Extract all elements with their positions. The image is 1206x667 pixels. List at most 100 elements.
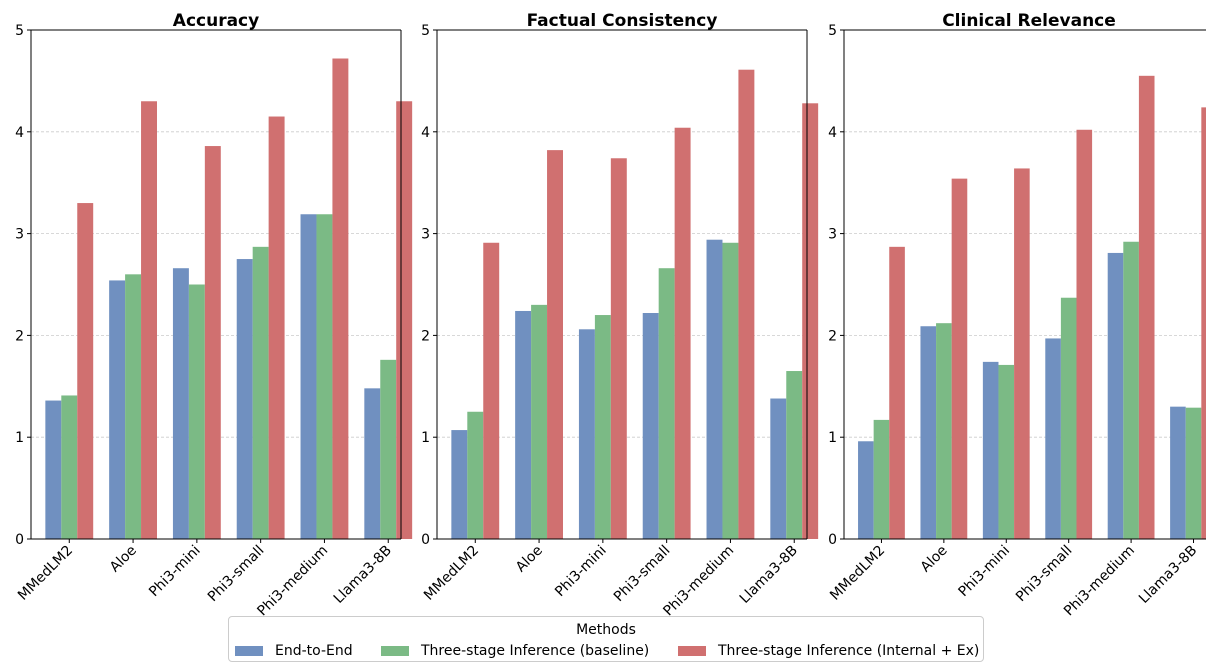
x-tick-label: Aloe: [513, 543, 546, 576]
y-tick-label: 5: [15, 23, 24, 39]
bar-internal-ex-3: [1076, 129, 1093, 539]
bar-internal-ex-1: [547, 150, 563, 539]
bar-internal-ex-0: [483, 242, 500, 539]
x-tick-label: Phi3-mini: [955, 543, 1013, 601]
bar-internal-ex-5: [396, 101, 413, 539]
bar-internal-ex-4: [1138, 75, 1155, 539]
bar-baseline-3: [252, 246, 269, 540]
x-tick-label: Aloe: [918, 543, 951, 576]
bar-end-to-end-1: [109, 280, 126, 539]
y-tick-label: 4: [421, 125, 430, 141]
x-tick-label: MMedLM2: [15, 543, 76, 604]
x-tick-label: Llama3-8B: [1136, 543, 1200, 607]
x-tick-label: Phi3-mini: [552, 543, 610, 601]
legend-label-internal-ex: Three-stage Inference (Internal + Ex): [718, 643, 980, 659]
bar-baseline-2: [188, 284, 205, 539]
y-tick-label: 1: [421, 430, 430, 446]
bar-internal-ex-0: [77, 203, 94, 539]
bar-baseline-2: [998, 364, 1015, 539]
x-tick-label: Phi3-mini: [146, 543, 204, 601]
x-tick-label: Phi3-small: [611, 543, 674, 606]
bar-end-to-end-1: [515, 310, 532, 539]
bar-internal-ex-3: [268, 116, 285, 539]
y-tick-label: 0: [421, 532, 430, 548]
y-tick-label: 4: [15, 125, 24, 141]
bar-end-to-end-2: [982, 361, 999, 539]
bar-baseline-1: [125, 274, 142, 539]
legend-label-baseline: Three-stage Inference (baseline): [421, 643, 650, 659]
bar-baseline-5: [380, 359, 397, 539]
y-tick-label: 5: [421, 23, 430, 39]
x-tick-label: Phi3-small: [205, 543, 268, 606]
bar-end-to-end-2: [172, 268, 189, 539]
bar-baseline-0: [467, 411, 484, 539]
y-tick-label: 2: [15, 328, 24, 344]
x-tick-label: Aloe: [107, 543, 140, 576]
y-tick-label: 3: [828, 227, 837, 243]
bar-internal-ex-4: [738, 69, 755, 540]
x-tick-label: Phi3-small: [1013, 543, 1076, 606]
y-tick-label: 0: [828, 532, 837, 548]
bar-end-to-end-2: [578, 329, 595, 539]
bar-internal-ex-1: [141, 101, 157, 539]
bar-end-to-end-0: [858, 441, 874, 539]
bar-baseline-3: [1060, 297, 1077, 539]
y-tick-label: 3: [15, 227, 24, 243]
bar-end-to-end-5: [770, 398, 787, 539]
chart-title: Clinical Relevance: [942, 11, 1116, 31]
legend-item-baseline: Three-stage Inference (baseline): [381, 643, 649, 659]
bar-baseline-4: [1123, 241, 1139, 539]
legend-label-end-to-end: End-to-End: [275, 643, 353, 659]
bar-end-to-end-4: [300, 214, 317, 539]
bar-internal-ex-3: [674, 127, 691, 539]
bar-internal-ex-5: [802, 103, 819, 540]
y-tick-label: 1: [828, 430, 837, 446]
y-tick-label: 5: [828, 23, 837, 39]
legend-item-internal-ex: Three-stage Inference (Internal + Ex): [678, 643, 979, 659]
chart-title: Accuracy: [173, 11, 259, 31]
legend-swatch-end-to-end: [235, 646, 263, 656]
chart-title: Factual Consistency: [527, 11, 718, 31]
bar-end-to-end-1: [920, 326, 937, 539]
legend-title: Methods: [576, 622, 636, 638]
x-tick-label: MMedLM2: [421, 543, 482, 604]
bar-baseline-1: [531, 304, 548, 539]
bar-internal-ex-5: [1201, 107, 1206, 540]
x-tick-label: Llama3-8B: [737, 543, 801, 607]
bar-end-to-end-3: [236, 259, 253, 539]
bar-baseline-2: [594, 315, 611, 539]
bar-internal-ex-4: [332, 58, 349, 540]
bar-internal-ex-2: [610, 158, 627, 539]
legend: Methods End-to-End Three-stage Inference…: [228, 616, 984, 662]
y-tick-label: 2: [421, 328, 430, 344]
bar-baseline-0: [61, 395, 78, 539]
y-tick-label: 0: [15, 532, 24, 548]
bar-baseline-3: [658, 268, 675, 539]
bar-end-to-end-0: [451, 430, 468, 539]
bar-baseline-4: [722, 242, 739, 539]
x-tick-label: MMedLM2: [827, 543, 888, 604]
bar-baseline-0: [873, 419, 890, 539]
bar-baseline-5: [786, 371, 803, 539]
bar-internal-ex-2: [204, 146, 221, 539]
bar-internal-ex-1: [951, 178, 968, 540]
bar-end-to-end-4: [706, 239, 723, 539]
bar-end-to-end-4: [1107, 252, 1124, 539]
y-tick-label: 4: [828, 125, 837, 141]
y-tick-label: 3: [421, 227, 430, 243]
bar-baseline-1: [936, 323, 952, 539]
y-tick-label: 1: [15, 430, 24, 446]
y-tick-label: 2: [828, 328, 837, 344]
bar-end-to-end-0: [45, 400, 62, 539]
bar-end-to-end-5: [1170, 406, 1186, 539]
bar-end-to-end-3: [642, 313, 659, 539]
bar-internal-ex-2: [1014, 168, 1030, 539]
legend-item-end-to-end: End-to-End: [235, 643, 353, 659]
bar-end-to-end-5: [364, 388, 381, 539]
bar-baseline-4: [316, 214, 333, 539]
